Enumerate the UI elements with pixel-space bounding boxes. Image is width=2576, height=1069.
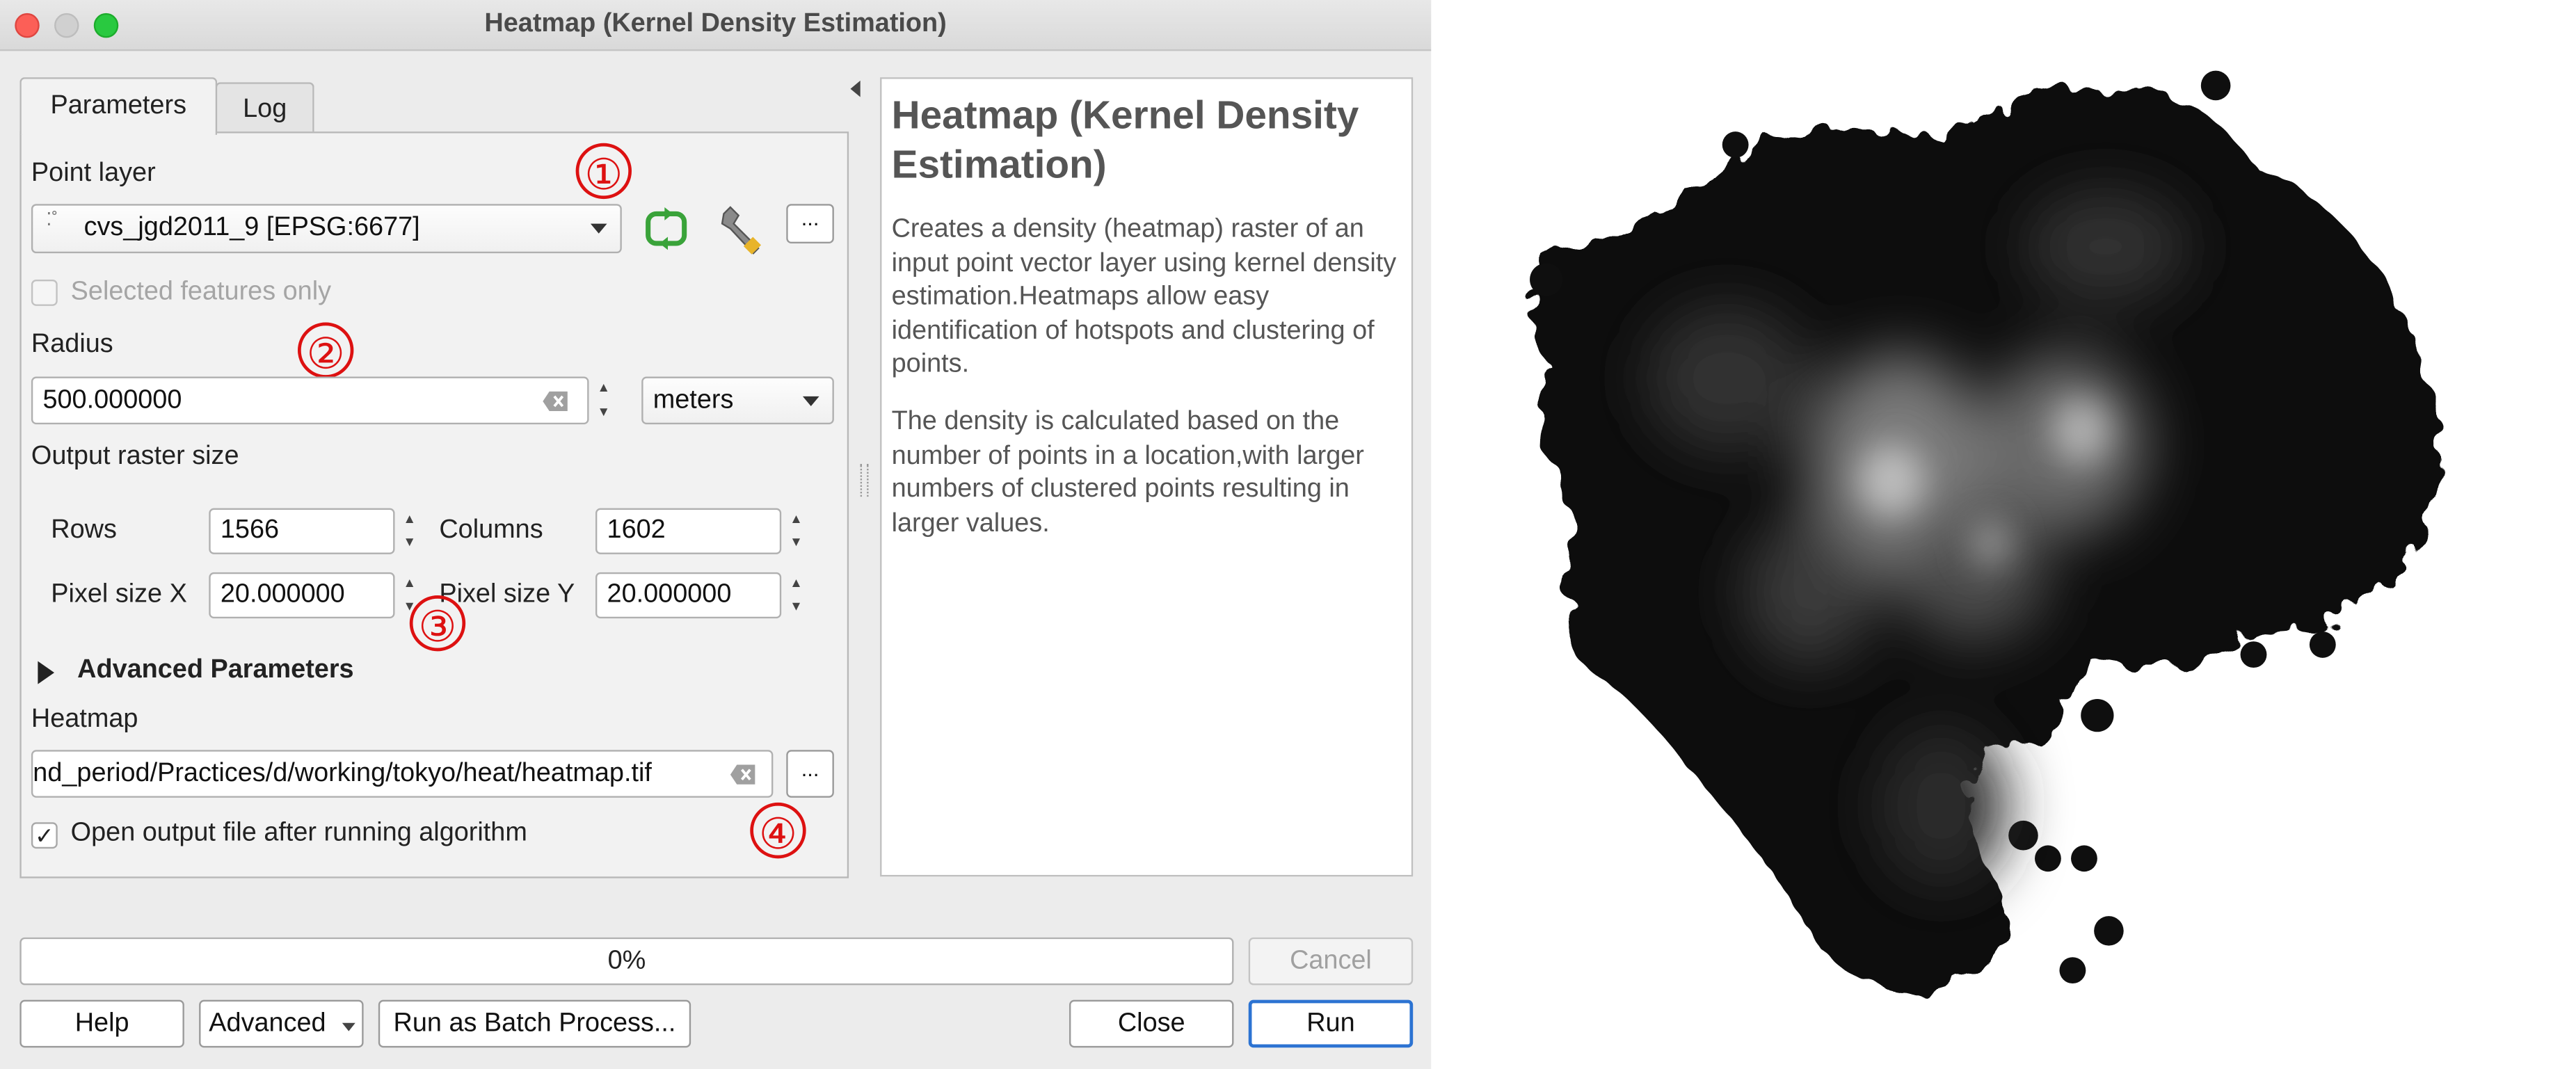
rows-stepper[interactable]: ▲ ▼	[403, 511, 417, 549]
output-raster-size-label: Output raster size	[31, 442, 239, 471]
pixel-size-x-input[interactable]: 20.000000	[209, 572, 395, 619]
annotation-marker-4: ④	[750, 802, 806, 859]
expand-triangle-icon[interactable]	[38, 661, 55, 684]
chevron-down-icon	[342, 1022, 355, 1031]
heatmap-output-label: Heatmap	[31, 705, 138, 734]
minimize-window-button[interactable]	[54, 13, 79, 38]
columns-stepper[interactable]: ▲ ▼	[790, 511, 803, 549]
open-output-checkbox[interactable]: ✓	[31, 822, 58, 849]
heatmap-hotspots	[1645, 188, 2188, 888]
columns-label: Columns	[439, 516, 543, 545]
pixel-size-y-value: 20.000000	[607, 580, 732, 609]
title-bar: Heatmap (Kernel Density Estimation)	[0, 0, 1432, 51]
advanced-parameters-toggle[interactable]: Advanced Parameters	[77, 656, 354, 684]
heatmap-blob	[2035, 845, 2061, 872]
pixel-size-y-label: Pixel size Y	[439, 580, 575, 609]
heatmap-output-input[interactable]: nd_period/Practices/d/working/tokyo/heat…	[31, 750, 774, 798]
tab-parameters[interactable]: Parameters	[19, 77, 218, 135]
rows-input[interactable]: 1566	[209, 508, 395, 554]
radius-stepper[interactable]: ▲ ▼	[597, 380, 611, 419]
heatmap-dialog: Heatmap (Kernel Density Estimation) Para…	[0, 0, 1432, 1069]
cancel-button[interactable]: Cancel	[1248, 937, 1414, 986]
heatmap-peaks	[1858, 398, 2111, 570]
selected-features-label: Selected features only	[70, 278, 332, 306]
clear-radius-icon[interactable]	[543, 391, 569, 412]
heatmap-blob	[2081, 698, 2114, 732]
collapse-help-arrow-icon[interactable]	[850, 80, 861, 97]
point-layer-combo[interactable]: ⁚˚ cvs_jgd2011_9 [EPSG:6677]	[31, 204, 622, 254]
annotation-marker-1: ①	[575, 143, 632, 200]
open-output-label: Open output file after running algorithm	[70, 819, 527, 847]
window-title: Heatmap (Kernel Density Estimation)	[484, 10, 947, 38]
heatmap-blob	[2071, 845, 2097, 872]
rows-label: Rows	[51, 516, 117, 545]
heatmap-blob	[2240, 641, 2267, 668]
point-layer-options-button[interactable]: ...	[786, 204, 834, 243]
chevron-down-icon	[802, 396, 819, 407]
heatmap-blob	[2008, 820, 2038, 851]
point-layer-type-icon: ⁚˚	[46, 210, 58, 231]
heatmap-blob	[2309, 632, 2336, 658]
heatmap-result-image	[1530, 70, 2441, 991]
radius-input[interactable]: 500.000000	[31, 376, 589, 425]
heatmap-blob	[2200, 70, 2231, 101]
close-button[interactable]: Close	[1069, 999, 1234, 1048]
columns-value: 1602	[607, 516, 666, 545]
heatmap-blob	[1530, 263, 1563, 296]
heatmap-output-browse-button[interactable]: ...	[786, 750, 834, 798]
heatmap-blob	[2094, 916, 2124, 946]
point-layer-label: Point layer	[31, 159, 156, 188]
pixel-size-x-value: 20.000000	[220, 580, 345, 609]
heatmap-blob	[2059, 957, 2086, 984]
help-panel: Heatmap (Kernel Density Estimation) Crea…	[880, 77, 1414, 877]
pixel-size-x-label: Pixel size X	[51, 580, 187, 609]
close-window-button[interactable]	[15, 13, 40, 38]
heatmap-output-value: nd_period/Practices/d/working/tokyo/heat…	[33, 759, 652, 788]
wrench-icon[interactable]	[716, 204, 771, 257]
radius-value: 500.000000	[42, 386, 182, 415]
radius-unit-select[interactable]: meters	[641, 376, 834, 425]
annotation-marker-3: ③	[409, 595, 466, 652]
help-title: Heatmap (Kernel Density Estimation)	[891, 93, 1359, 188]
tab-log[interactable]: Log	[215, 82, 314, 134]
advanced-button-label: Advanced	[209, 1009, 326, 1038]
run-button[interactable]: Run	[1248, 999, 1414, 1048]
heatmap-blob	[1722, 131, 1749, 159]
help-paragraph-1: Creates a density (heatmap) raster of an…	[891, 215, 1397, 378]
refresh-layer-icon[interactable]	[641, 204, 691, 253]
pixel-size-y-stepper[interactable]: ▲ ▼	[790, 575, 803, 613]
advanced-menu-button[interactable]: Advanced	[199, 999, 364, 1048]
run-batch-button[interactable]: Run as Batch Process...	[378, 999, 691, 1048]
help-button[interactable]: Help	[19, 999, 184, 1048]
progress-text: 0%	[607, 947, 646, 976]
chevron-down-icon	[590, 223, 607, 234]
maximize-window-button[interactable]	[93, 13, 119, 38]
columns-input[interactable]: 1602	[595, 508, 782, 554]
help-paragraph-2: The density is calculated based on the n…	[891, 408, 1364, 538]
annotation-marker-2: ②	[297, 322, 354, 378]
selected-features-checkbox[interactable]	[31, 279, 58, 306]
progress-bar: 0%	[19, 937, 1234, 986]
splitter-handle[interactable]	[860, 463, 869, 497]
pixel-size-y-input[interactable]: 20.000000	[595, 572, 782, 619]
radius-unit-value: meters	[653, 386, 734, 415]
point-layer-value: cvs_jgd2011_9 [EPSG:6677]	[83, 214, 420, 242]
radius-label: Radius	[31, 330, 113, 359]
clear-output-icon[interactable]	[730, 764, 757, 785]
rows-value: 1566	[220, 516, 280, 545]
